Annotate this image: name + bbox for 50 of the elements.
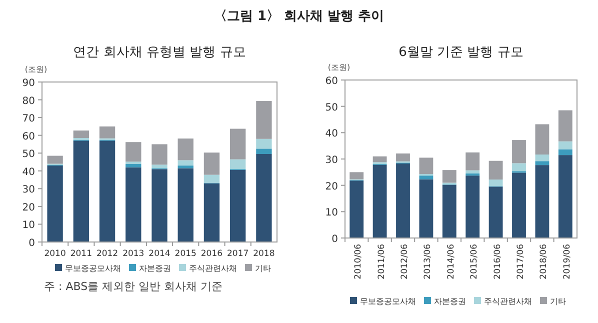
x-tick-label: 2016/06 xyxy=(492,244,503,280)
y-tick-label: 50 xyxy=(22,149,35,160)
x-tick-label: 2019/06 xyxy=(562,244,572,280)
x-tick-label: 2016 xyxy=(200,249,223,259)
x-tick-label: 2017/06 xyxy=(516,244,526,280)
y-tick-label: 50 xyxy=(325,102,338,114)
legend-label: 주식관련사채 xyxy=(189,264,237,273)
y-tick-label: 30 xyxy=(325,155,338,166)
legend-label: 주식관련사채 xyxy=(484,297,532,306)
y-tick-label: 80 xyxy=(22,96,35,107)
x-tick-label: 2017 xyxy=(227,249,249,259)
y-tick-label: 60 xyxy=(325,76,338,87)
y-tick-label: 0 xyxy=(28,238,35,249)
legend-label: 무보증공모사채 xyxy=(360,297,416,306)
y-tick-label: 0 xyxy=(332,234,338,245)
x-tick-label: 2018/06 xyxy=(539,244,550,280)
y-tick-label: 30 xyxy=(22,184,35,196)
x-tick-label: 2015 xyxy=(174,249,196,259)
legend-label: 무보증공모사채 xyxy=(65,264,121,273)
y-axis-title: (조원) xyxy=(328,63,350,72)
y-tick-label: 40 xyxy=(325,128,338,140)
y-tick-label: 60 xyxy=(22,131,35,142)
y-tick-label: 70 xyxy=(22,114,35,125)
x-tick-label: 2012 xyxy=(96,249,118,259)
x-tick-label: 2015/06 xyxy=(470,244,480,280)
chart-title: 연간 회사채 유형별 발행 규모 xyxy=(73,45,246,60)
legend-label: 기타 xyxy=(255,264,271,273)
x-tick-label: 2011 xyxy=(70,249,92,259)
x-tick-label: 2010 xyxy=(44,249,66,259)
legend-label: 자본증권 xyxy=(139,264,171,273)
text: 주 : ABS를 제외한 일반 회사채 기준 xyxy=(44,280,223,293)
y-tick-label: 40 xyxy=(22,166,35,178)
x-tick-label: 2018 xyxy=(253,249,275,259)
x-tick-label: 2013/06 xyxy=(423,244,434,280)
chart-title: 6월말 기준 발행 규모 xyxy=(398,45,524,60)
x-tick-label: 2012/06 xyxy=(400,244,410,280)
x-tick-label: 2014/06 xyxy=(446,244,456,280)
y-tick-label: 20 xyxy=(325,181,338,192)
text: 〈그림 1〉 회사채 발행 추이 xyxy=(214,9,384,24)
y-tick-label: 20 xyxy=(22,202,35,214)
y-axis-title: (조원) xyxy=(24,65,48,74)
legend-label: 자본증권 xyxy=(434,297,466,306)
x-tick-label: 2011/06 xyxy=(376,244,387,280)
x-tick-label: 2013 xyxy=(122,249,144,259)
x-tick-label: 2010/06 xyxy=(354,244,364,280)
x-tick-label: 2014 xyxy=(148,249,170,259)
y-tick-label: 90 xyxy=(22,78,35,89)
y-tick-label: 10 xyxy=(22,220,35,232)
legend-label: 기타 xyxy=(550,297,566,306)
y-tick-label: 10 xyxy=(325,208,338,219)
